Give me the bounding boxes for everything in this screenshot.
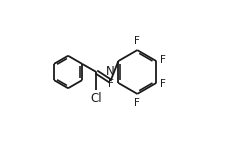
- Text: F: F: [160, 55, 166, 65]
- Text: F: F: [134, 98, 140, 108]
- Text: Cl: Cl: [90, 92, 102, 105]
- Text: F: F: [160, 79, 166, 89]
- Text: F: F: [134, 36, 140, 46]
- Text: F: F: [108, 79, 114, 89]
- Text: N: N: [105, 65, 114, 78]
